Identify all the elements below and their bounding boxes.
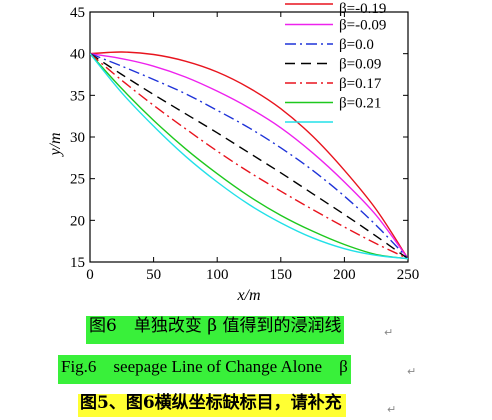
x-tick-label: 50	[146, 267, 161, 283]
legend-label-2: β=0.0	[339, 37, 374, 53]
legend-label-1: β=-0.09	[339, 18, 386, 34]
legend-label-5: β=0.21	[339, 96, 381, 112]
series-line-1	[90, 52, 408, 260]
legend: β=-0.09 β=0.0 β=0.09 β=0.17 β=0.21 β=-0.19	[285, 1, 386, 123]
paragraph-mark: ↵	[407, 365, 417, 378]
x-axis-label: x/m	[236, 287, 260, 304]
y-tick-label: 25	[70, 172, 85, 188]
paragraph-mark: ↵	[384, 326, 394, 339]
editor-note: 图5、图6横纵坐标缺标目，请补充	[78, 394, 346, 417]
series-line-5	[90, 53, 408, 260]
y-tick-label: 40	[70, 47, 85, 63]
series-line-0	[90, 51, 408, 260]
paragraph-mark: ↵	[387, 403, 397, 416]
seepage-line-chart: 0 50 100 150 200 250 15 20 25 30 35 40 45 β=-0.09 β=0…	[47, 1, 419, 304]
figure-caption-english: Fig.6 seepage Line of Change Alone β	[58, 355, 351, 384]
figure-caption-chinese: 图6 单独改变 β 值得到的浸润线	[86, 316, 345, 344]
x-tick-label: 200	[333, 267, 356, 283]
x-tick-label: 250	[397, 267, 420, 283]
legend-label-clipped: β=-0.19	[339, 1, 386, 17]
y-tick-label: 30	[70, 130, 85, 146]
legend-label-4: β=0.17	[339, 76, 382, 92]
y-axis-label: y/m	[47, 132, 64, 157]
series-lines	[90, 51, 408, 260]
x-tick-label: 0	[86, 267, 94, 283]
x-tick-label: 100	[206, 267, 229, 283]
series-line-6	[90, 53, 408, 260]
y-tick-label: 45	[70, 5, 85, 21]
y-tick-label: 15	[70, 255, 85, 271]
y-tick-label: 35	[70, 88, 85, 104]
series-line-3	[90, 53, 408, 260]
axis-ticks	[89, 11, 409, 263]
series-line-4	[90, 53, 408, 260]
legend-label-3: β=0.09	[339, 57, 381, 73]
x-tick-label: 150	[270, 267, 293, 283]
y-tick-label: 20	[70, 213, 85, 229]
series-line-2	[90, 53, 408, 260]
tick-labels: 0 50 100 150 200 250 15 20 25 30 35 40 45	[70, 5, 419, 283]
